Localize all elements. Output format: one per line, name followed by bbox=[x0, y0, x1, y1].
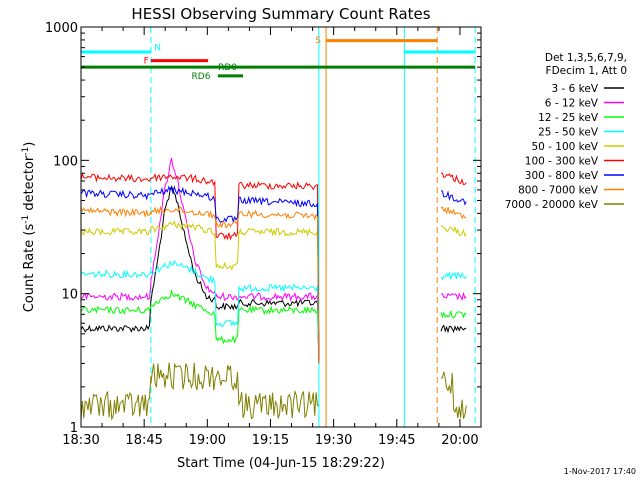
series-line-2-segment-2 bbox=[440, 310, 467, 319]
series-line-4 bbox=[80, 220, 320, 364]
legend-label-4: 50 - 100 keV bbox=[531, 141, 598, 153]
series-line-6-segment-2 bbox=[440, 190, 467, 206]
generation-timestamp: 1-Nov-2017 17:40 bbox=[564, 467, 636, 476]
series-line-6 bbox=[80, 185, 320, 364]
legend: Det 1,3,5,6,7,9,FDecim 1, Att 0 3 - 6 keV… bbox=[505, 52, 627, 211]
series-line-4-segment-2 bbox=[440, 225, 467, 237]
legend-label-0: 3 - 6 keV bbox=[551, 83, 598, 95]
series-group bbox=[80, 157, 467, 421]
series-line-5-segment-2 bbox=[441, 172, 467, 186]
series-line-3 bbox=[80, 259, 320, 364]
y-axis-label-sup1: -1 bbox=[21, 215, 31, 224]
x-axis: 18:30 18:45 19:00 19:15 19:30 19:45 20:00 bbox=[62, 27, 482, 448]
legend-label-1: 6 - 12 keV bbox=[545, 98, 599, 110]
legend-label-8: 7000 - 20000 keV bbox=[505, 199, 599, 211]
series-line-0 bbox=[80, 185, 320, 364]
series-line-7 bbox=[80, 205, 320, 364]
y-axis-label: Count Rate (s-1 detector-1) bbox=[21, 142, 37, 313]
x-tick-label-0: 18:30 bbox=[62, 433, 99, 448]
x-tick-label-1: 18:45 bbox=[125, 433, 162, 448]
series-line-3-segment-2 bbox=[440, 271, 467, 281]
annotation-label-f: F bbox=[144, 57, 149, 67]
x-tick-label-2: 19:00 bbox=[189, 433, 226, 448]
annotation-label-rd6: RD6 bbox=[192, 72, 211, 82]
y-axis-label-main: Count Rate (s bbox=[22, 224, 37, 313]
vertical-markers bbox=[80, 27, 476, 427]
series-line-8 bbox=[80, 362, 319, 421]
legend-label-5: 100 - 300 keV bbox=[525, 156, 599, 168]
x-tick-label-4: 19:30 bbox=[315, 433, 352, 448]
legend-label-7: 800 - 7000 keV bbox=[518, 185, 599, 197]
x-tick-label-6: 20:00 bbox=[441, 433, 478, 448]
chart-title: HESSI Observing Summary Count Rates bbox=[131, 5, 430, 23]
plot-frame bbox=[80, 26, 482, 428]
y-axis: 1 10 100 1000 bbox=[45, 21, 481, 436]
y-tick-label-2: 100 bbox=[53, 154, 78, 169]
annotation-label-s: S bbox=[315, 36, 321, 46]
series-line-8-segment-2 bbox=[440, 371, 467, 419]
x-tick-label-3: 19:15 bbox=[252, 433, 289, 448]
y-axis-label-mid: detector bbox=[22, 155, 37, 215]
legend-header-0: Det 1,3,5,6,7,9, bbox=[545, 52, 627, 64]
series-line-1-segment-2 bbox=[440, 291, 467, 301]
y-tick-label-0: 1 bbox=[70, 421, 78, 436]
annotation-label-n: N bbox=[154, 44, 161, 54]
legend-header-1: FDecim 1, Att 0 bbox=[546, 65, 627, 77]
annotation-label-rd0: RD0 bbox=[218, 63, 237, 73]
series-line-0-segment-2 bbox=[440, 324, 467, 334]
series-line-1 bbox=[80, 157, 320, 364]
series-line-5 bbox=[80, 172, 320, 364]
x-tick-label-5: 19:45 bbox=[378, 433, 415, 448]
legend-label-3: 25 - 50 keV bbox=[538, 127, 599, 139]
legend-label-2: 12 - 25 keV bbox=[538, 112, 599, 124]
legend-label-6: 300 - 800 keV bbox=[525, 170, 599, 182]
x-axis-label: Start Time (04-Jun-15 18:29:22) bbox=[177, 456, 385, 471]
y-tick-label-1: 10 bbox=[61, 288, 78, 303]
y-axis-label-sup2: -1 bbox=[21, 147, 31, 156]
observing-annotations: NF RD0 RD6 S bbox=[81, 36, 476, 82]
series-line-2 bbox=[80, 289, 320, 364]
y-axis-label-end: ) bbox=[22, 142, 37, 147]
y-tick-label-3: 1000 bbox=[45, 21, 78, 36]
series-line-7-segment-2 bbox=[440, 206, 467, 220]
